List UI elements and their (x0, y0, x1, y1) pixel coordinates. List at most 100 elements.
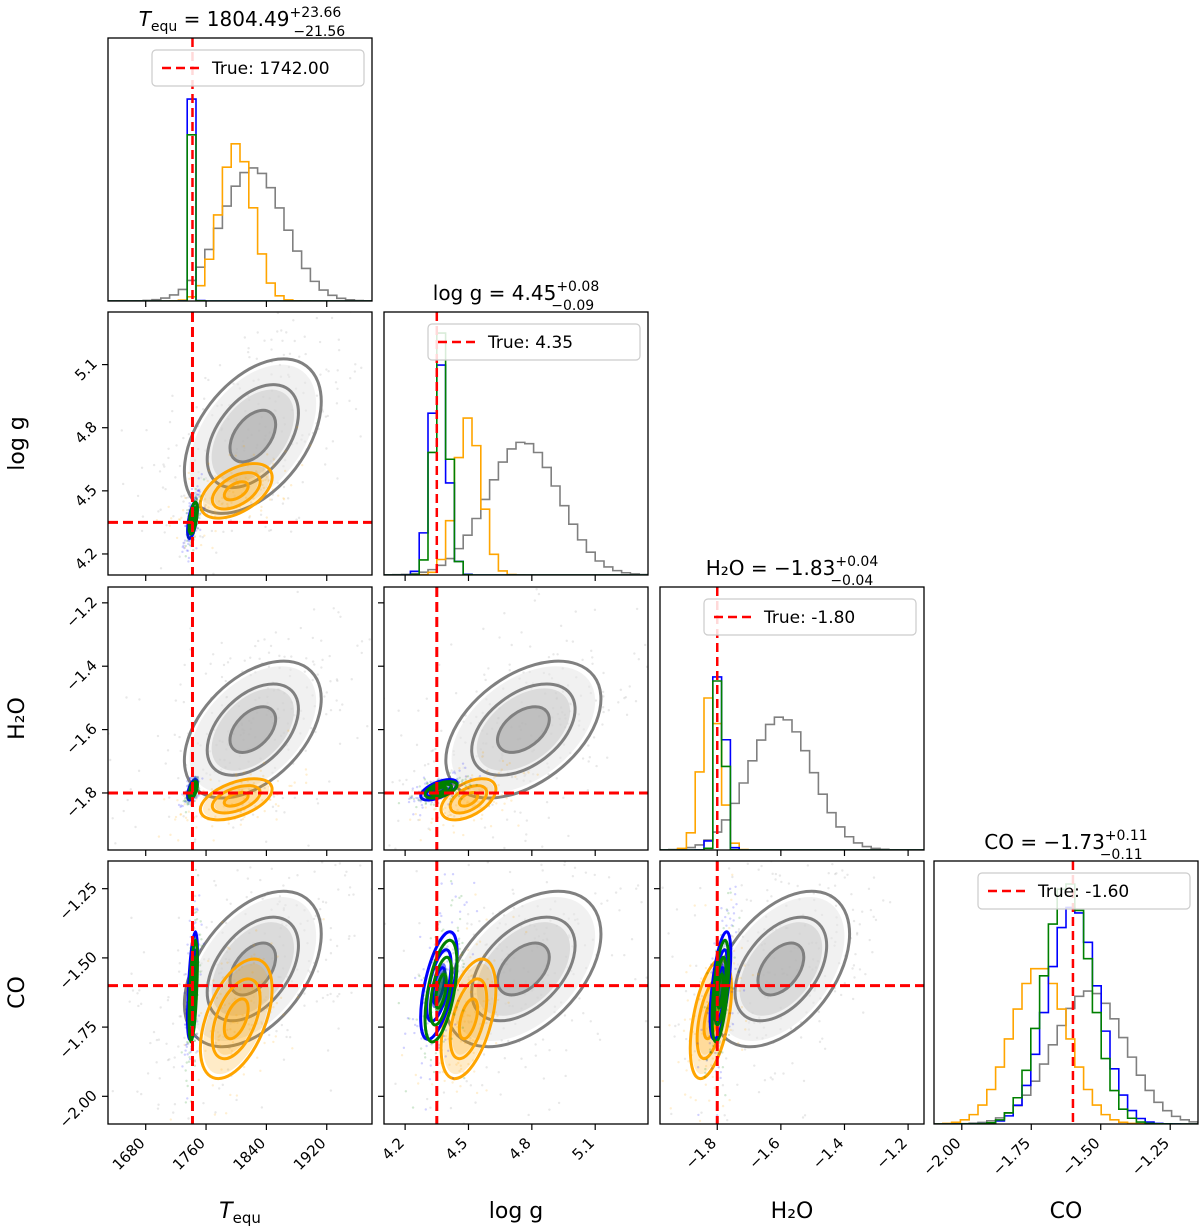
sample-point (260, 980, 264, 983)
sample-point (325, 712, 328, 716)
sample-point (469, 784, 473, 787)
sample-point (525, 833, 528, 836)
sample-point (458, 789, 461, 792)
sample-point (120, 429, 123, 432)
sample-point (507, 1039, 510, 1043)
sample-point (136, 494, 140, 498)
sample-point (241, 1013, 244, 1017)
sample-point (432, 655, 434, 657)
title-tequ-plus: +23.66 (289, 5, 341, 21)
sample-point (164, 762, 167, 765)
sample-point (228, 947, 231, 951)
sample-point (186, 803, 189, 806)
sample-point (184, 544, 188, 548)
sample-point (461, 1026, 465, 1029)
x-tick-label-Tequ: 1920 (290, 1134, 330, 1174)
sample-point (430, 1043, 433, 1046)
sample-point (704, 1064, 708, 1068)
y-tick-label-CO: −1.75 (56, 1017, 101, 1062)
sample-point (422, 968, 425, 971)
sample-point (524, 1065, 527, 1069)
sample-point (247, 787, 251, 791)
sample-point (602, 671, 605, 675)
sample-point (462, 962, 466, 966)
sample-point (407, 797, 411, 801)
sample-point (463, 1041, 467, 1045)
sample-point (221, 1083, 224, 1087)
sample-point (601, 723, 604, 726)
sample-point (574, 610, 577, 613)
sample-point (740, 909, 743, 913)
sample-point (334, 853, 336, 855)
sample-point (630, 938, 634, 941)
sample-point (517, 824, 520, 827)
sample-point (194, 491, 197, 495)
sample-point (335, 699, 338, 702)
sample-point (213, 879, 216, 883)
sample-point (185, 785, 189, 788)
sample-point (349, 376, 352, 380)
sample-point (418, 818, 421, 822)
sample-point (593, 608, 597, 612)
sample-point (204, 1049, 207, 1053)
sample-point (234, 479, 238, 482)
sample-point (343, 874, 347, 877)
sample-point (182, 700, 186, 704)
sample-point (204, 376, 207, 380)
sample-point (348, 934, 351, 938)
sample-point (483, 953, 486, 956)
sample-point (182, 509, 185, 512)
sample-point (186, 798, 189, 802)
sample-point (543, 835, 545, 837)
sample-point (185, 549, 189, 552)
sample-point (459, 1064, 463, 1067)
sample-point (674, 1024, 677, 1028)
sample-point (193, 1039, 196, 1043)
sample-point (424, 809, 426, 811)
sample-point (740, 884, 743, 887)
sample-point (228, 453, 231, 457)
sample-point (756, 972, 760, 976)
legend-logg: True: 4.35 (427, 323, 641, 361)
sample-point (672, 943, 674, 945)
sample-point (259, 513, 263, 516)
sample-point (218, 1044, 222, 1047)
sample-point (742, 989, 746, 992)
sample-point (296, 996, 300, 999)
contour-gray (470, 682, 577, 777)
sample-point (682, 1029, 686, 1033)
sample-point (196, 526, 199, 530)
sample-point (414, 812, 417, 816)
sample-point (265, 475, 268, 478)
sample-point (417, 818, 420, 822)
sample-point (541, 869, 544, 872)
sample-point (179, 813, 183, 816)
sample-point (303, 670, 307, 673)
sample-point (187, 1060, 191, 1063)
sample-point (436, 778, 440, 782)
sample-point (210, 788, 214, 791)
sample-point (186, 1042, 190, 1046)
sample-point (469, 845, 471, 847)
histogram-gray-logg (384, 441, 648, 575)
sample-point (171, 1022, 175, 1025)
sample-point (412, 813, 415, 816)
sample-point (547, 655, 551, 659)
sample-point (716, 1051, 720, 1054)
sample-point (685, 971, 688, 974)
sample-point (272, 795, 276, 798)
sample-point (456, 929, 460, 932)
sample-point (182, 494, 186, 497)
sample-point (264, 840, 268, 843)
sample-point (818, 1040, 822, 1044)
sample-point (234, 987, 237, 990)
sample-point (428, 799, 432, 802)
sample-point (353, 370, 357, 373)
sample-point (427, 660, 429, 662)
sample-point (474, 1101, 477, 1104)
sample-point (235, 1013, 238, 1017)
sample-point (323, 463, 327, 466)
sample-point (471, 1039, 475, 1042)
sample-point (356, 736, 359, 740)
sample-point (218, 1034, 222, 1037)
